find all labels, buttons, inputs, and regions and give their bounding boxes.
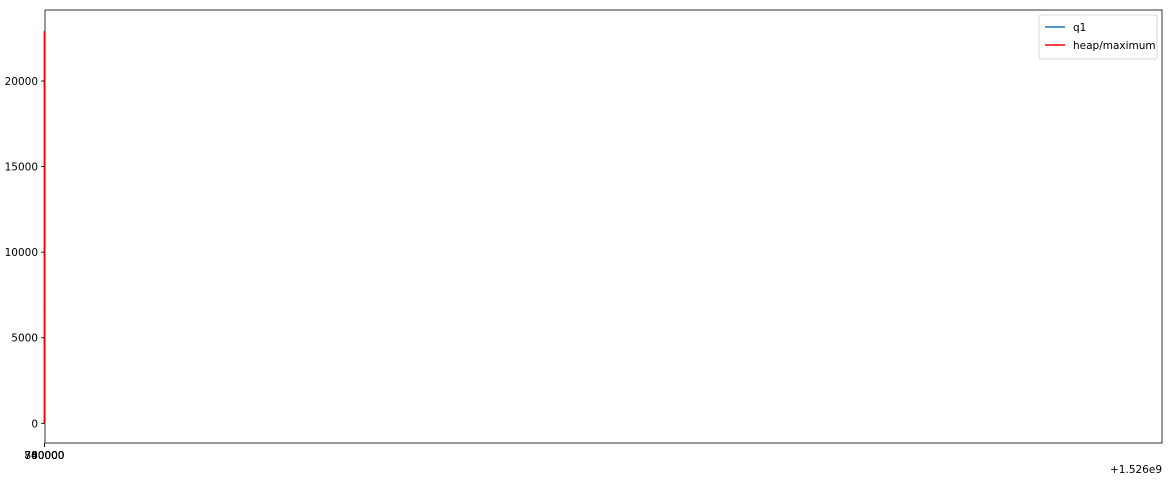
- y-tick-label: 5000: [11, 333, 38, 345]
- legend-entry-label: heap/maximum: [1073, 40, 1156, 52]
- y-tick-label: 10000: [5, 247, 38, 259]
- x-tick-label: 740000: [24, 450, 64, 462]
- y-axis: 0 5000 10000 15000 20000: [5, 76, 45, 430]
- legend-box: [1038, 14, 1158, 60]
- y-tick-label: 0: [31, 418, 38, 430]
- plot-frame: [44, 9, 1163, 444]
- y-tick-label: 15000: [5, 162, 38, 174]
- legend: q1 heap/maximum: [1038, 14, 1158, 60]
- legend-entry-label: q1: [1073, 22, 1086, 34]
- x-offset-label: +1.526e9: [1110, 464, 1162, 476]
- x-tick-label: 800000: [24, 450, 64, 462]
- x-tick-label: 780000: [24, 450, 64, 462]
- y-tick-label: 20000: [5, 76, 38, 88]
- x-tick-label: 760000: [24, 450, 64, 462]
